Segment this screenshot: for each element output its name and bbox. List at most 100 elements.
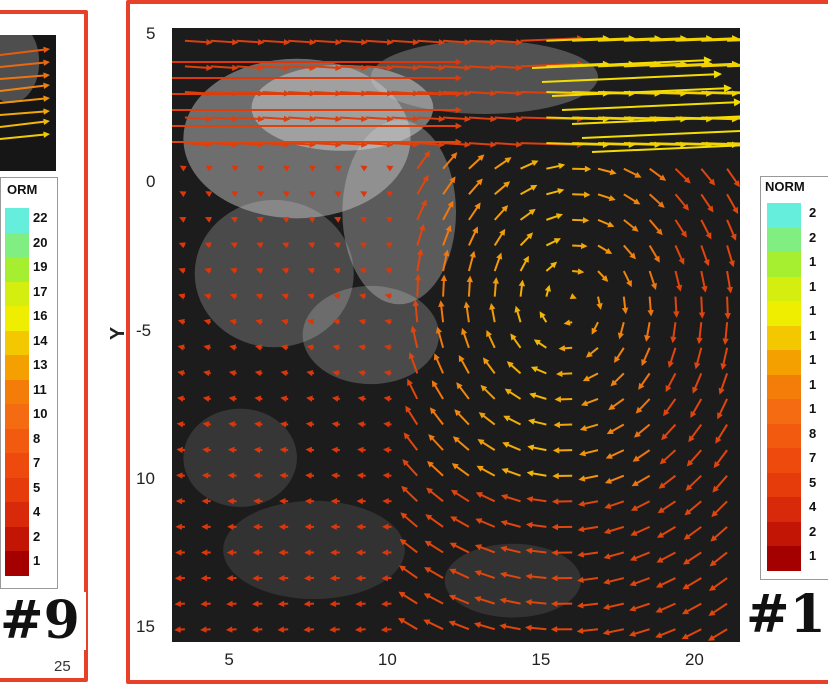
velocity-vector: [520, 160, 539, 170]
velocity-vector: [308, 216, 316, 223]
velocity-vector: [229, 318, 237, 326]
left-legend-label: 16: [33, 308, 48, 323]
velocity-vector: [478, 412, 496, 426]
velocity-vector: [398, 591, 418, 605]
velocity-vector: [474, 544, 496, 554]
velocity-vector: [282, 216, 290, 223]
velocity-vector: [401, 485, 418, 503]
velocity-vector: [638, 372, 651, 390]
smoke-region: [251, 64, 434, 151]
velocity-vector: [577, 500, 599, 507]
velocity-vector: [236, 64, 265, 71]
velocity-vector: [686, 449, 703, 467]
velocity-vector: [308, 165, 316, 172]
velocity-vector: [519, 255, 529, 272]
velocity-vector: [597, 167, 617, 176]
velocity-vector: [433, 353, 445, 374]
velocity-vector: [621, 296, 629, 315]
velocity-vector: [700, 245, 710, 267]
velocity-vector: [531, 56, 712, 69]
velocity-vector: [288, 115, 317, 123]
velocity-vector: [200, 600, 211, 608]
velocity-vector: [178, 267, 186, 274]
velocity-vector: [727, 116, 740, 119]
left-legend-label: 19: [33, 259, 48, 274]
velocity-vector: [226, 574, 237, 582]
velocity-vector: [174, 626, 185, 633]
velocity-vector: [632, 449, 651, 462]
velocity-vector: [450, 516, 470, 528]
velocity-vector: [382, 523, 392, 531]
velocity-vector: [551, 523, 573, 531]
velocity-vector: [174, 574, 185, 582]
velocity-vector: [282, 165, 291, 172]
velocity-vector: [442, 152, 458, 170]
velocity-vector: [431, 380, 444, 400]
velocity-vector: [380, 626, 392, 633]
velocity-vector: [602, 628, 625, 636]
velocity-vector: [365, 115, 394, 123]
velocity-vector: [700, 270, 708, 293]
velocity-vector: [305, 472, 315, 479]
smoke-region: [302, 285, 439, 385]
velocity-vector: [475, 518, 496, 528]
velocity-vector: [466, 275, 473, 297]
velocity-vector: [228, 369, 237, 377]
velocity-vector: [546, 213, 563, 221]
velocity-vector: [539, 311, 548, 323]
velocity-vector: [334, 165, 342, 172]
right-legend-label: 1: [809, 327, 817, 343]
velocity-vector: [201, 523, 211, 531]
left-vector-plot: [0, 35, 56, 171]
velocity-vector: [356, 472, 366, 479]
velocity-vector: [435, 326, 445, 349]
left-x-tick: 25: [54, 658, 71, 675]
velocity-vector: [579, 423, 599, 432]
velocity-vector: [655, 628, 676, 638]
velocity-vector: [710, 526, 728, 542]
velocity-vector: [176, 395, 186, 402]
velocity-vector: [205, 165, 213, 172]
velocity-vector: [172, 74, 462, 82]
velocity-vector: [468, 154, 485, 170]
velocity-vector: [604, 474, 625, 484]
velocity-vector: [329, 600, 340, 608]
velocity-vector: [0, 72, 50, 80]
velocity-vector: [501, 468, 521, 477]
velocity-vector: [178, 293, 186, 300]
velocity-vector: [0, 118, 50, 128]
velocity-vector: [226, 600, 237, 608]
x-tick-label: 20: [684, 650, 704, 669]
velocity-vector: [204, 267, 212, 274]
velocity-vector: [656, 551, 676, 563]
velocity-vector: [228, 395, 237, 402]
velocity-vector: [227, 497, 237, 505]
velocity-vector: [682, 551, 702, 565]
velocity-vector: [383, 395, 392, 402]
x-tick-label: 5: [224, 650, 234, 669]
velocity-vector: [597, 218, 615, 228]
velocity-vector: [329, 626, 340, 633]
velocity-vector: [425, 514, 444, 528]
velocity-vector: [648, 270, 657, 290]
velocity-vector: [670, 322, 677, 344]
velocity-vector: [230, 191, 239, 198]
velocity-vector: [200, 626, 211, 633]
velocity-vector: [255, 318, 263, 326]
velocity-vector: [694, 347, 703, 370]
velocity-vector: [306, 344, 315, 351]
velocity-vector: [255, 267, 264, 274]
left-legend-label: 1: [33, 553, 41, 568]
velocity-vector: [708, 577, 728, 592]
velocity-vector: [597, 270, 609, 282]
velocity-vector: [707, 628, 728, 641]
right-color-swatch: [767, 276, 801, 301]
velocity-vector: [440, 274, 448, 297]
velocity-vector: [0, 82, 50, 92]
velocity-vector: [0, 95, 50, 104]
velocity-vector: [681, 602, 702, 615]
smoke-region: [223, 500, 405, 600]
velocity-vector: [306, 369, 315, 377]
right-color-swatch: [767, 227, 801, 252]
velocity-vector: [717, 398, 728, 420]
